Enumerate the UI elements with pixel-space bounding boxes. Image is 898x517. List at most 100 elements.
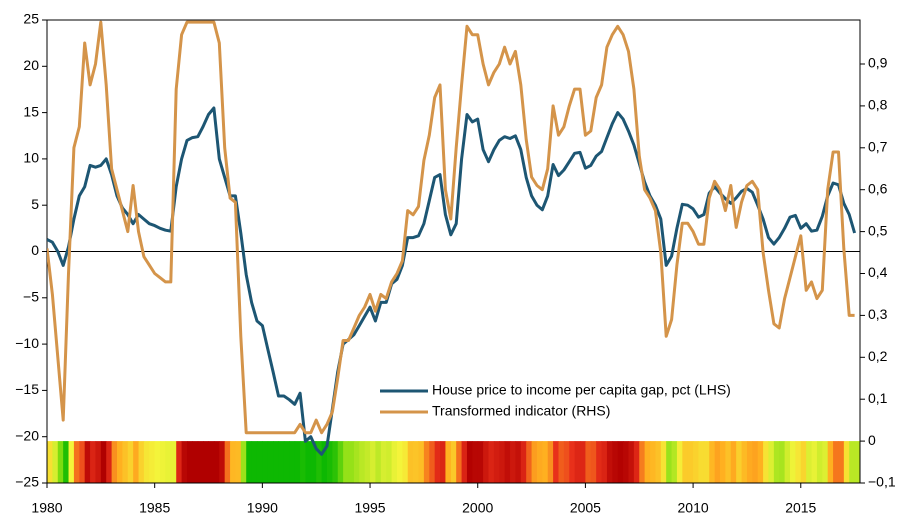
heat-cell — [240, 441, 247, 483]
heat-cell — [763, 441, 769, 483]
heat-cell — [213, 441, 220, 483]
heat-cell — [143, 441, 150, 483]
heat-cell — [725, 441, 732, 483]
heat-cell — [262, 441, 269, 483]
heat-cell — [752, 441, 759, 483]
heat-cell — [165, 441, 172, 483]
heat-cell — [348, 441, 355, 483]
y2-tick-label: 0 — [868, 432, 876, 448]
x-tick-label: 2000 — [462, 500, 493, 516]
heat-cell — [563, 441, 570, 483]
heat-cell — [574, 441, 581, 483]
heat-cell — [504, 441, 511, 483]
heat-cell — [639, 441, 646, 483]
legend-label: Transformed indicator (RHS) — [432, 403, 610, 419]
heat-cell — [52, 441, 59, 483]
heat-cell — [483, 441, 489, 483]
heat-cell — [693, 441, 699, 483]
heat-cell — [682, 441, 689, 483]
y-tick-label: 10 — [23, 150, 39, 166]
heat-cell — [170, 441, 177, 483]
heat-cell — [133, 441, 140, 483]
y2-tick-label: 0,6 — [868, 180, 888, 196]
heat-cell — [687, 441, 694, 483]
heat-cell — [671, 441, 678, 483]
heat-cell — [547, 441, 554, 483]
heat-cell — [854, 441, 861, 483]
y2-tick-label: 0,1 — [868, 390, 888, 406]
heat-cell — [310, 441, 317, 483]
heat-cell — [816, 441, 823, 483]
heat-cell — [278, 441, 285, 483]
y-tick-label: −15 — [15, 381, 39, 397]
heat-cell — [391, 441, 398, 483]
heat-cell — [612, 441, 619, 483]
heat-cell — [445, 441, 452, 483]
heat-cell — [811, 441, 818, 483]
heat-cell — [849, 441, 856, 483]
heat-cell — [224, 441, 231, 483]
heat-cell — [822, 441, 829, 483]
heat-cell — [510, 441, 516, 483]
heat-cell — [558, 441, 565, 483]
y2-tick-label: 0,9 — [868, 55, 888, 71]
heat-cell — [741, 441, 748, 483]
heat-cell — [569, 441, 576, 483]
heat-cell — [553, 441, 559, 483]
heat-cell — [703, 441, 710, 483]
heat-cell — [326, 441, 333, 483]
x-tick-label: 2005 — [570, 500, 601, 516]
y-tick-label: 25 — [23, 11, 39, 27]
heat-cell — [676, 441, 683, 483]
heat-cell — [343, 441, 350, 483]
heat-cell — [784, 441, 791, 483]
heat-cell — [353, 441, 360, 483]
heat-cell — [434, 441, 441, 483]
heat-cell — [386, 441, 393, 483]
heat-cell — [493, 441, 500, 483]
y-tick-label: −20 — [15, 427, 39, 443]
heat-cell — [596, 441, 603, 483]
heat-cell — [192, 441, 199, 483]
heat-cell — [380, 441, 387, 483]
heat-cell — [407, 441, 414, 483]
heat-cell — [633, 441, 640, 483]
heat-cell — [746, 441, 753, 483]
y-tick-label: −25 — [15, 474, 39, 490]
heat-cell — [235, 441, 242, 483]
heat-cell — [321, 441, 328, 483]
heat-cell — [628, 441, 635, 483]
y2-tick-label: 0,7 — [868, 138, 888, 154]
heat-cell — [332, 441, 339, 483]
heat-cell — [542, 441, 549, 483]
heat-cell — [768, 441, 775, 483]
heat-cell — [531, 441, 538, 483]
x-tick-label: 1980 — [31, 500, 62, 516]
x-tick-label: 1995 — [354, 500, 385, 516]
heat-cell — [219, 441, 226, 483]
heat-cell — [773, 441, 780, 483]
x-tick-label: 1990 — [247, 500, 278, 516]
y2-tick-label: 0,4 — [868, 264, 888, 280]
heat-cell — [208, 441, 215, 483]
heat-cell — [63, 441, 70, 483]
heat-cell — [526, 441, 533, 483]
y-tick-label: 15 — [23, 103, 39, 119]
heat-cell — [833, 441, 839, 483]
heat-cell — [246, 441, 253, 483]
heat-cell — [359, 441, 366, 483]
heat-cell — [230, 441, 236, 483]
heat-cell — [536, 441, 543, 483]
heat-cell — [100, 441, 107, 483]
heat-cell — [375, 441, 382, 483]
heat-cell — [666, 441, 673, 483]
heat-cell — [423, 441, 430, 483]
heat-cell — [294, 441, 301, 483]
heat-cell — [779, 441, 786, 483]
heat-cell — [806, 441, 813, 483]
heat-cell — [413, 441, 420, 483]
heat-cell — [370, 441, 376, 483]
heat-cell — [757, 441, 764, 483]
heat-cell — [396, 441, 403, 483]
heat-cell — [418, 441, 425, 483]
